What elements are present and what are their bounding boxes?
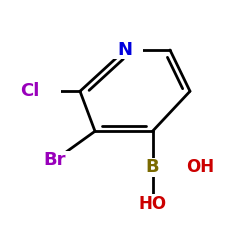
- FancyBboxPatch shape: [0, 82, 61, 100]
- Text: OH: OH: [186, 158, 214, 176]
- FancyBboxPatch shape: [124, 194, 182, 213]
- FancyBboxPatch shape: [107, 40, 143, 59]
- Text: Cl: Cl: [20, 82, 40, 100]
- Text: Br: Br: [44, 151, 66, 169]
- Text: HO: HO: [138, 195, 166, 213]
- Text: N: N: [118, 41, 132, 59]
- FancyBboxPatch shape: [24, 150, 86, 170]
- FancyBboxPatch shape: [134, 158, 170, 177]
- FancyBboxPatch shape: [171, 158, 229, 177]
- Text: B: B: [146, 158, 159, 176]
